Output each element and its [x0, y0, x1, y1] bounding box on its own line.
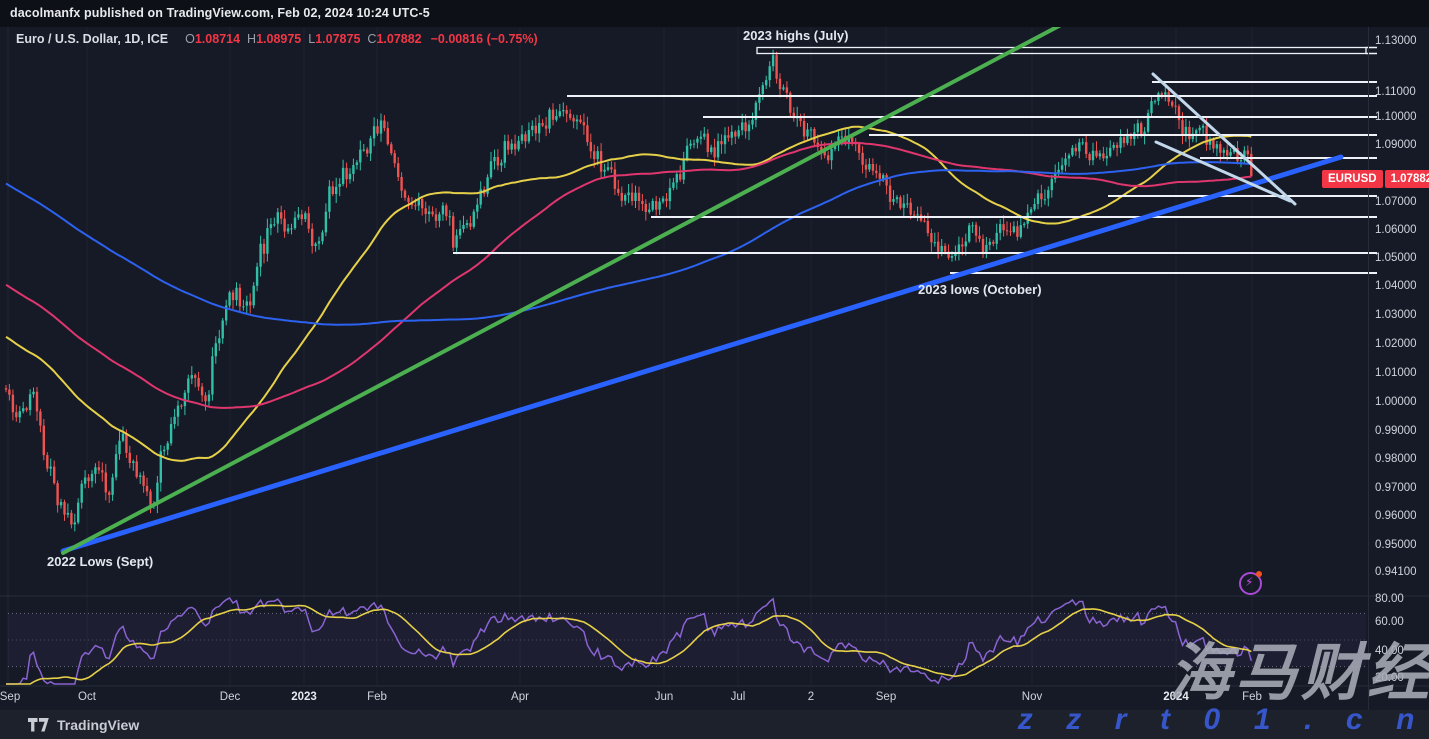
ma-line-100 — [5, 142, 1252, 409]
time-axis-label: 2024 — [1163, 691, 1189, 703]
close-value: 1.07882 — [376, 32, 422, 46]
rsi-signal-line — [6, 604, 1252, 685]
ma-line-200 — [5, 161, 1252, 326]
price-axis-label: 1.04000 — [1375, 280, 1417, 292]
price-axis-label: 0.94100 — [1375, 566, 1417, 578]
watermark-chinese: 海马财经 — [1168, 639, 1429, 708]
time-axis-label: Feb — [367, 691, 387, 703]
time-axis-label: 2023 — [291, 691, 317, 703]
lightning-icon: ⚡ — [1245, 575, 1254, 589]
time-axis-label: Jun — [654, 691, 674, 703]
price-axis-label: 1.05000 — [1375, 252, 1417, 264]
price-axis-label: 1.03000 — [1375, 309, 1417, 321]
notification-dot — [1256, 571, 1262, 577]
annotation-2022-lows: 2022 Lows (Sept) — [47, 554, 154, 569]
time-axis-label: Apr — [511, 691, 529, 703]
symbol-legend[interactable]: Euro / U.S. Dollar, 1D, ICE O1.08714 H1.08… — [16, 32, 538, 46]
price-axis-label: 1.00000 — [1375, 396, 1417, 408]
price-axis-label: 0.96000 — [1375, 510, 1417, 522]
footer-bar: TradingView — [0, 710, 1429, 739]
moving-averages — [5, 125, 1252, 462]
rsi-axis-label: 20.00 — [1375, 672, 1404, 684]
support-from-2022-lows — [60, 154, 1344, 554]
price-axis-label: 1.01000 — [1375, 367, 1417, 379]
ma-line-50 — [5, 125, 1252, 462]
flash-ring-icon — [1239, 572, 1262, 595]
last-price-badge: EURUSD 1.07882 — [1322, 170, 1429, 188]
close-label: C — [367, 32, 377, 46]
time-axis-label: Sep — [0, 691, 21, 703]
price-axis-label: 1.07000 — [1375, 196, 1417, 208]
time-axis[interactable]: Sep Oct Dec 2023 Feb Apr Jun Jul 2 Sep Nov 2024 Feb — [0, 686, 1368, 710]
time-axis-label: Dec — [219, 691, 241, 703]
time-axis-label: Jul — [730, 691, 746, 703]
annotation-2023-lows: 2023 lows (October) — [918, 282, 1042, 297]
time-axis-label: Nov — [1021, 691, 1043, 703]
change-value: −0.00816 (−0.75%) — [430, 32, 538, 46]
badge-price: 1.07882 — [1384, 170, 1429, 188]
time-axis-label: Sep — [875, 691, 897, 703]
price-axis-label: 1.13000 — [1375, 35, 1417, 47]
time-axis-label: Feb — [1242, 691, 1262, 703]
low-label: L — [308, 32, 316, 46]
price-axis-label: 0.97000 — [1375, 482, 1417, 494]
price-axis-label: 1.11000 — [1375, 86, 1416, 98]
price-axis[interactable]: 1.13000 1.11000 1.10000 1.09000 1.07000 1.060… — [1368, 0, 1429, 710]
published-bar-text: dacolmanfx published on TradingView.com,… — [10, 6, 430, 20]
price-axis-label: 1.10000 — [1375, 111, 1417, 123]
time-axis-label: Oct — [78, 691, 96, 703]
rsi-line — [6, 597, 1253, 685]
rsi-pane — [6, 597, 1366, 685]
badge-symbol: EURUSD — [1322, 170, 1383, 188]
high-label: H — [247, 32, 257, 46]
price-axis-label: 1.09000 — [1375, 139, 1417, 151]
price-axis-label: 0.95000 — [1375, 539, 1417, 551]
price-axis-label: 0.99000 — [1375, 425, 1417, 437]
time-axis-label: 2 — [807, 691, 815, 703]
open-label: O — [185, 32, 195, 46]
flash-icon[interactable]: ⚡ — [1239, 571, 1262, 595]
symbol-title: Euro / U.S. Dollar, 1D, ICE — [16, 32, 169, 46]
gridlines — [86, 27, 1253, 686]
price-axis-label: 1.02000 — [1375, 338, 1417, 350]
tradingview-brand-text: TradingView — [57, 717, 140, 733]
rsi-axis-label: 40.00 — [1375, 645, 1404, 657]
rsi-axis-label: 60.00 — [1375, 616, 1404, 628]
rsi-axis-label: 80.00 — [1375, 593, 1404, 605]
rising-trendline-2023 — [61, 0, 1110, 555]
high-value: 1.08975 — [256, 32, 302, 46]
annotation-2023-highs: 2023 highs (July) — [743, 28, 849, 43]
falling-wedge — [1151, 72, 1297, 206]
low-value: 1.07875 — [315, 32, 361, 46]
tradingview-logo-icon — [28, 718, 49, 732]
price-axis-label: 0.98000 — [1375, 453, 1417, 465]
tradingview-logo-link[interactable]: TradingView — [28, 717, 139, 733]
pane-borders — [0, 27, 1429, 710]
published-bar: dacolmanfx published on TradingView.com,… — [0, 0, 1429, 27]
price-levels — [453, 46, 1377, 274]
open-value: 1.08714 — [194, 32, 241, 46]
trendlines — [60, 0, 1344, 555]
price-axis-label: 1.06000 — [1375, 224, 1417, 236]
watermark-url: z z r t 0 1 . c n — [1017, 703, 1427, 736]
